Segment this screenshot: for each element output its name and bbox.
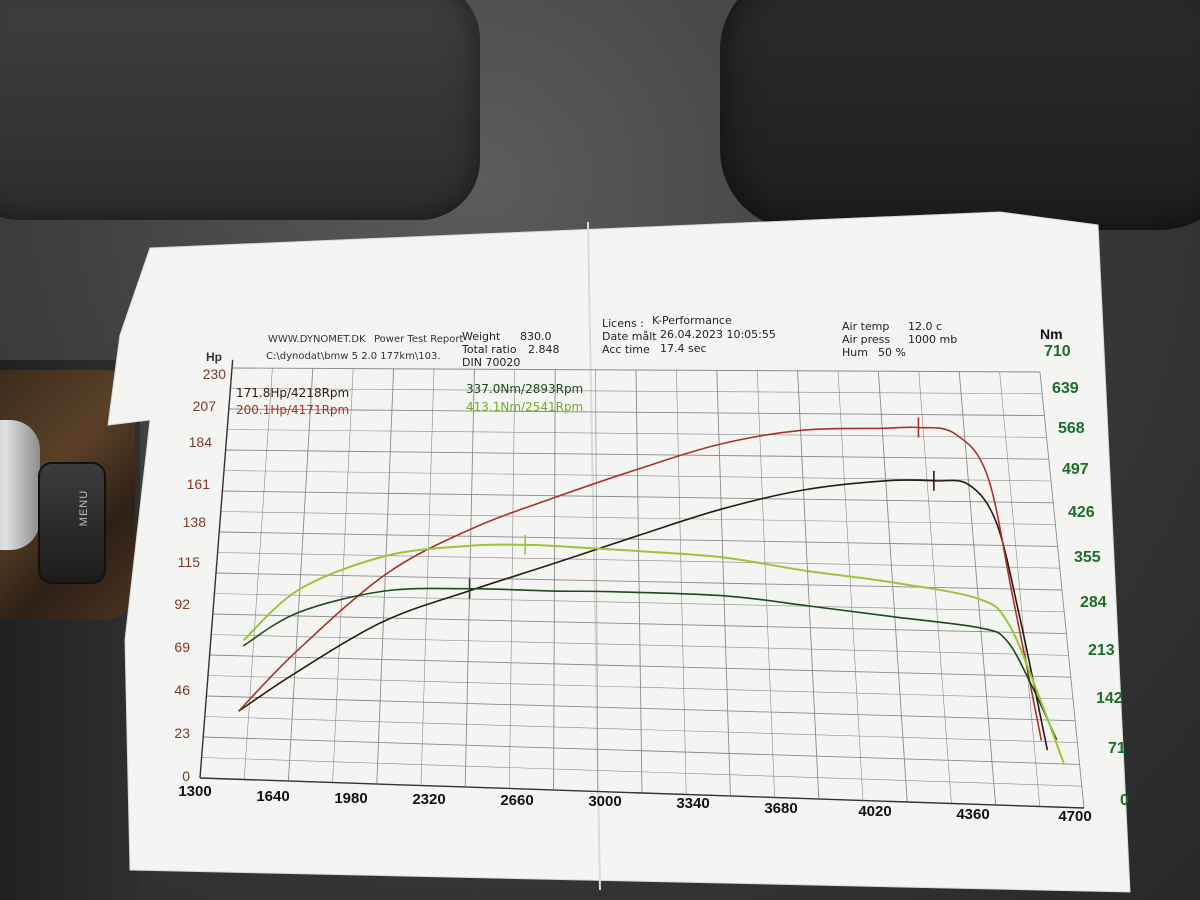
idrive-knob <box>0 420 40 550</box>
x-tick: 2660 <box>500 792 534 809</box>
grid-line-horizontal <box>206 695 1076 722</box>
grid-line-horizontal <box>225 449 1049 460</box>
licens-value: K-Performance <box>652 314 732 327</box>
ratio-value: 2.848 <box>528 343 560 356</box>
chart-grid <box>199 359 1085 809</box>
y-axis-left <box>199 359 234 779</box>
y-left-tick: 161 <box>186 476 210 492</box>
peak-label-hp-stock: 171.8Hp/4218Rpm <box>236 386 350 400</box>
x-tick: 3000 <box>588 793 622 810</box>
date-label: Date målt <box>602 330 657 343</box>
x-tick: 4020 <box>858 803 892 820</box>
series-line-hp-tuned <box>238 426 1043 741</box>
grid-line-horizontal <box>228 408 1045 417</box>
y-right-tick: 284 <box>1080 594 1107 611</box>
grid-line-horizontal <box>223 470 1052 482</box>
grid-line-horizontal <box>219 531 1058 547</box>
y-right-tick: 497 <box>1062 461 1089 478</box>
peak-label-nm-stock: 337.0Nm/2893Rpm <box>466 382 584 396</box>
x-tick: 3340 <box>676 795 710 812</box>
background-seat-left <box>0 0 480 220</box>
grid-line-horizontal <box>227 429 1047 438</box>
series-line-hp-stock <box>238 479 1049 751</box>
y-left-tick: 207 <box>192 398 216 414</box>
din-standard: DIN 70020 <box>462 356 521 369</box>
x-tick: 4360 <box>956 806 990 823</box>
licens-label: Licens : <box>602 317 644 330</box>
report-brand: WWW.DYNOMET.DK <box>268 334 366 345</box>
report-file-path: C:\dynodat\bmw 5 2.0 177km\103. <box>266 351 441 362</box>
grid-line-horizontal <box>209 654 1071 678</box>
series-line-nm-stock <box>242 587 1058 741</box>
y-right-tick: 426 <box>1068 504 1095 521</box>
grid-line-horizontal <box>207 675 1074 700</box>
grid-line-horizontal <box>230 388 1043 395</box>
y-right-tick: 710 <box>1044 343 1071 360</box>
chart-series <box>238 417 1066 765</box>
y-right-tick: 639 <box>1052 380 1079 397</box>
grid-line-horizontal <box>212 613 1067 635</box>
grid-line-horizontal <box>201 757 1082 787</box>
y-left-tick: 115 <box>177 554 200 570</box>
y-left-tick: 184 <box>188 434 212 450</box>
air-press-label: Air press <box>842 333 891 346</box>
y-right-unit: Nm <box>1040 326 1063 342</box>
series-line-nm-tuned <box>242 543 1066 765</box>
acc-time-label: Acc time <box>602 343 650 356</box>
peak-label-hp-tuned: 200.1Hp/4171Rpm <box>236 403 350 417</box>
y-right-tick: 0 <box>1120 792 1129 809</box>
air-press-value: 1000 mb <box>908 333 958 346</box>
paper-background <box>107 211 1131 893</box>
y-left-tick: 92 <box>174 596 190 612</box>
grid-line-horizontal <box>222 490 1054 504</box>
air-temp-value: 12.0 c <box>908 320 943 333</box>
hum-label: Hum <box>842 346 868 359</box>
report-title: Power Test Report <box>374 334 464 345</box>
y-right-tick: 142 <box>1096 690 1123 707</box>
y-left-tick: 230 <box>202 366 226 382</box>
mode-button: MENU <box>38 462 106 584</box>
y-left-tick: 23 <box>174 725 190 741</box>
grid-line-horizontal <box>231 367 1041 373</box>
date-value: 26.04.2023 10:05:55 <box>660 328 776 341</box>
peak-label-nm-tuned: 413.1Nm/2541Rpm <box>466 400 584 414</box>
y-right-tick: 71 <box>1108 740 1126 757</box>
x-tick: 3680 <box>764 800 798 817</box>
grid-line-horizontal <box>204 716 1078 743</box>
x-tick: 1300 <box>178 783 212 800</box>
y-left-tick: 138 <box>182 514 206 530</box>
x-axis <box>199 777 1085 809</box>
hum-value: 50 % <box>878 346 906 359</box>
y-right-tick: 355 <box>1074 549 1101 566</box>
x-tick: 4700 <box>1058 808 1092 825</box>
weight-value: 830.0 <box>520 330 552 343</box>
acc-time-value: 17.4 sec <box>660 342 707 355</box>
y-right-tick: 213 <box>1088 642 1115 659</box>
air-temp-label: Air temp <box>842 320 890 333</box>
y-left-unit: Hp <box>206 350 222 364</box>
x-tick: 1980 <box>334 790 368 807</box>
y-left-tick: 46 <box>174 682 190 698</box>
y-left-tick: 69 <box>174 639 190 655</box>
x-tick: 1640 <box>256 788 290 805</box>
background-seat-right <box>720 0 1200 230</box>
grid-line-horizontal <box>220 511 1056 525</box>
grid-line-horizontal <box>217 552 1060 569</box>
y-right-tick: 568 <box>1058 420 1085 437</box>
y-left-tick: 0 <box>182 768 190 784</box>
weight-label: Weight <box>462 330 501 343</box>
x-tick: 2320 <box>412 791 446 808</box>
grid-line-horizontal <box>203 736 1080 765</box>
ratio-label: Total ratio <box>462 343 517 356</box>
